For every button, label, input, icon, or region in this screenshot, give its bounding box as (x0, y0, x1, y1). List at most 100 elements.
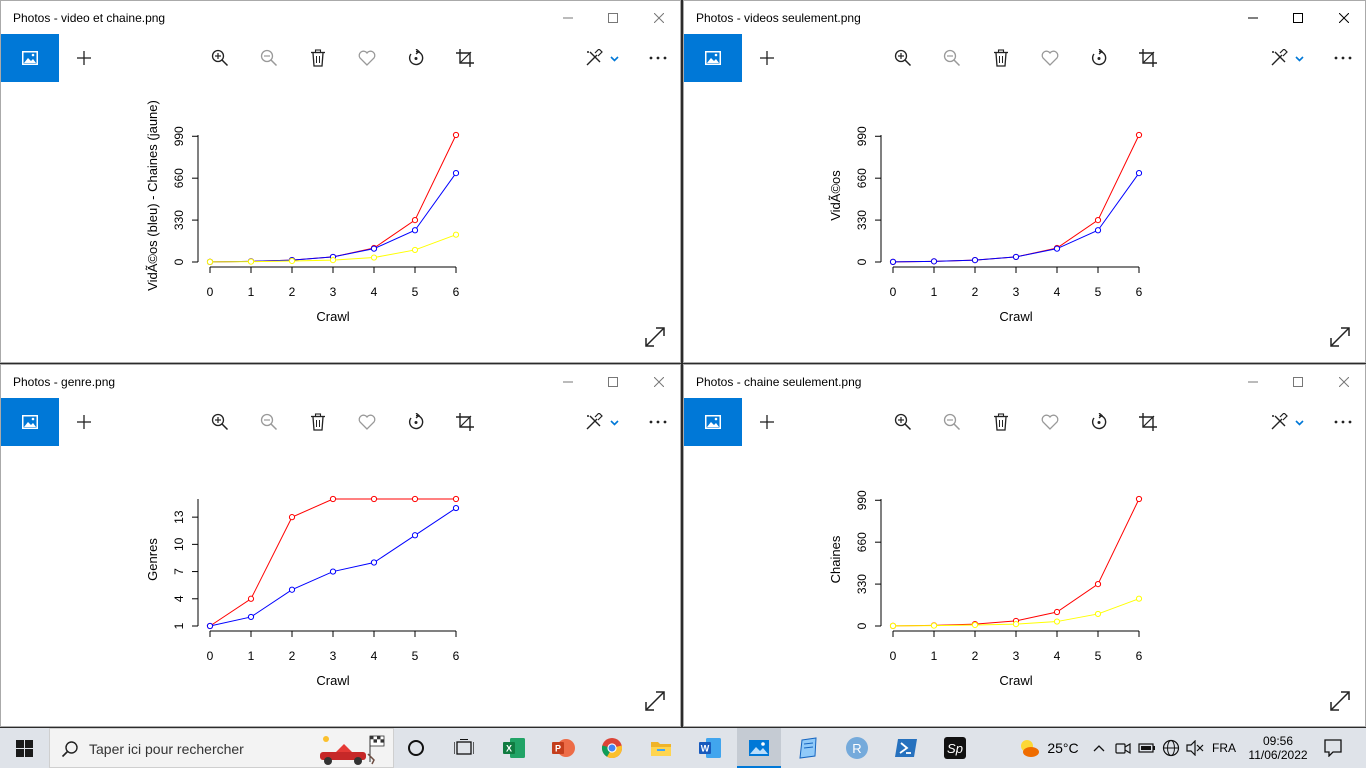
expand-icon[interactable] (1329, 690, 1351, 712)
battery-tray[interactable] (1136, 728, 1158, 768)
maximize-button[interactable] (1275, 1, 1321, 34)
more-options-button[interactable] (636, 34, 680, 82)
zoom-in-icon (894, 413, 912, 431)
crop-button[interactable] (443, 398, 487, 446)
file-explorer-app[interactable] (639, 728, 683, 768)
rotate-button[interactable] (394, 34, 438, 82)
battery-icon (1138, 743, 1155, 753)
chrome-app[interactable] (590, 728, 634, 768)
minimize-button[interactable] (545, 365, 591, 398)
rotate-button[interactable] (1077, 398, 1121, 446)
image-viewport[interactable]: 0 1 2 3 4 5 6 0 330 660 990 Crawl VidÃ©os (bleu) - C… (1, 82, 680, 362)
series-point (971, 621, 979, 629)
task-view-button-2[interactable] (442, 728, 486, 768)
task-view-button[interactable] (396, 728, 436, 768)
excel-app[interactable]: X (492, 728, 536, 768)
meet-now-tray[interactable] (1112, 728, 1134, 768)
photo-view-button[interactable] (684, 398, 742, 446)
zoom-out-button[interactable] (247, 398, 291, 446)
close-button[interactable] (1321, 365, 1365, 398)
network-tray[interactable] (1160, 728, 1182, 768)
close-icon (1339, 376, 1349, 387)
image-viewport[interactable]: 0 1 2 3 4 5 6 0 330 660 990 Crawl Chaines (684, 446, 1365, 726)
delete-button[interactable] (296, 34, 340, 82)
start-button[interactable] (0, 728, 48, 768)
more-options-button[interactable] (636, 398, 680, 446)
photo-view-button[interactable] (684, 34, 742, 82)
search-box[interactable]: Taper ici pour rechercher (49, 728, 394, 768)
word-app[interactable]: W (688, 728, 732, 768)
close-button[interactable] (1321, 1, 1365, 34)
title-bar[interactable]: Photos - video et chaine.png (1, 1, 680, 34)
favorite-button[interactable] (1028, 398, 1072, 446)
zoom-out-button[interactable] (930, 398, 974, 446)
image-viewport[interactable]: 0 1 2 3 4 5 6 0 330 660 990 Crawl VidÃ©os (684, 82, 1365, 362)
series-point (247, 258, 255, 265)
add-button[interactable] (745, 398, 789, 446)
temperature[interactable]: 25°C (1047, 740, 1079, 756)
delete-button[interactable] (296, 398, 340, 446)
maximize-button[interactable] (590, 1, 636, 34)
x-tick-label: 3 (1013, 649, 1020, 663)
minimize-button[interactable] (1230, 1, 1276, 34)
add-button[interactable] (62, 34, 106, 82)
title-bar[interactable]: Photos - videos seulement.png (684, 1, 1365, 34)
delete-button[interactable] (979, 398, 1023, 446)
x-tick-label: 1 (248, 285, 255, 299)
powerpoint-app[interactable]: P (541, 728, 585, 768)
show-hidden-icons[interactable] (1088, 728, 1110, 768)
more-options-button[interactable] (1321, 34, 1365, 82)
maximize-button[interactable] (590, 365, 636, 398)
y-tick-label: 990 (172, 126, 186, 146)
notifications-button[interactable] (1316, 728, 1350, 768)
zoom-in-button[interactable] (881, 34, 925, 82)
series-point (452, 231, 460, 238)
close-button[interactable] (636, 365, 680, 398)
image-viewport[interactable]: 0 1 2 3 4 5 6 1 4 7 10 13 Crawl Genres (1, 446, 680, 726)
crop-button[interactable] (1126, 34, 1170, 82)
edit-create-button[interactable] (576, 34, 630, 82)
zoom-in-button[interactable] (198, 34, 242, 82)
delete-button[interactable] (979, 34, 1023, 82)
zoom-out-button[interactable] (247, 34, 291, 82)
sp-app[interactable]: Sp (933, 728, 977, 768)
photos-app[interactable] (737, 728, 781, 768)
zoom-in-button[interactable] (881, 398, 925, 446)
volume-tray[interactable] (1184, 728, 1206, 768)
rotate-button[interactable] (394, 398, 438, 446)
expand-icon[interactable] (644, 326, 666, 348)
photo-view-button[interactable] (1, 34, 59, 82)
add-button[interactable] (745, 34, 789, 82)
sp-icon: Sp (944, 737, 966, 759)
powershell-app[interactable] (884, 728, 928, 768)
favorite-button[interactable] (345, 398, 389, 446)
photo-view-button[interactable] (1, 398, 59, 446)
r-app[interactable]: R (835, 728, 879, 768)
title-bar[interactable]: Photos - chaine seulement.png (684, 365, 1365, 398)
series-point (329, 495, 337, 503)
notes-app[interactable] (786, 728, 830, 768)
clock[interactable]: 09:56 11/06/2022 (1244, 728, 1312, 768)
expand-icon[interactable] (644, 690, 666, 712)
crop-button[interactable] (1126, 398, 1170, 446)
weather-widget[interactable] (1012, 728, 1046, 768)
expand-icon[interactable] (1329, 326, 1351, 348)
input-language[interactable]: FRA (1212, 741, 1236, 755)
minimize-button[interactable] (545, 1, 591, 34)
title-bar[interactable]: Photos - genre.png (1, 365, 680, 398)
zoom-out-button[interactable] (930, 34, 974, 82)
rotate-button[interactable] (1077, 34, 1121, 82)
favorite-button[interactable] (345, 34, 389, 82)
edit-create-button[interactable] (1261, 34, 1315, 82)
crop-button[interactable] (443, 34, 487, 82)
more-options-button[interactable] (1321, 398, 1365, 446)
y-tick-label: 4 (172, 595, 186, 602)
favorite-button[interactable] (1028, 34, 1072, 82)
edit-create-button[interactable] (1261, 398, 1315, 446)
maximize-button[interactable] (1275, 365, 1321, 398)
close-button[interactable] (636, 1, 680, 34)
minimize-button[interactable] (1230, 365, 1276, 398)
zoom-in-button[interactable] (198, 398, 242, 446)
add-button[interactable] (62, 398, 106, 446)
edit-create-button[interactable] (576, 398, 630, 446)
